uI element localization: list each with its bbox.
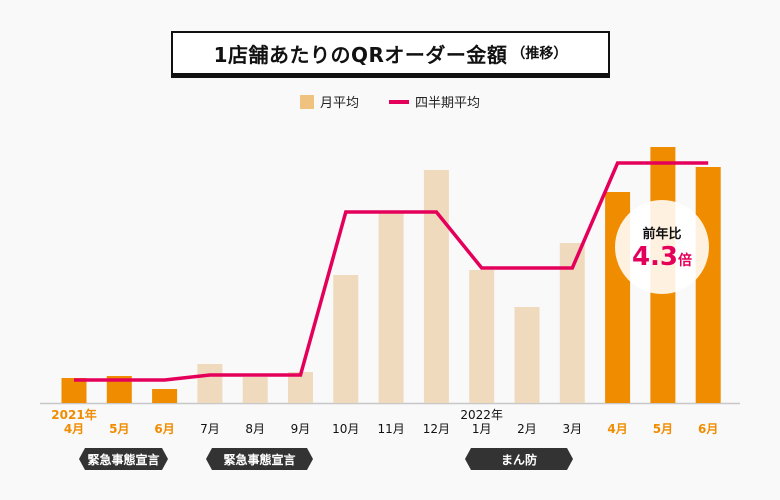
callout-unit: 倍 xyxy=(678,252,693,269)
x-label: 4月 xyxy=(607,422,628,436)
legend-label-monthly: 月平均 xyxy=(319,96,359,111)
line-swatch-icon xyxy=(389,99,409,104)
callout-value-wrap: 4.3倍 xyxy=(632,242,692,272)
title-main: 1店舗あたりのQRオーダー金額 xyxy=(213,42,508,67)
x-label: 8月 xyxy=(245,422,265,436)
quarterly-average-line xyxy=(74,161,709,382)
x-label: 5月 xyxy=(109,422,130,436)
bar-9 xyxy=(469,270,495,403)
x-label: 10月 xyxy=(332,422,360,436)
title-sub: （推移） xyxy=(511,46,568,62)
x-label: 2月 xyxy=(517,422,537,436)
x-label: 2022年 1月 xyxy=(460,408,503,436)
bar-10 xyxy=(514,307,540,403)
legend-item-monthly: 月平均 xyxy=(299,92,359,111)
callout-label: 前年比 xyxy=(642,226,682,242)
x-label: 6月 xyxy=(698,422,719,436)
bar-7 xyxy=(378,213,404,403)
chart-title: 1店舗あたりのQRオーダー金額 （推移） xyxy=(171,31,610,75)
x-label: 9月 xyxy=(290,422,311,436)
event-badge: まん防 xyxy=(465,448,573,470)
event-badge: 緊急事態宣言 xyxy=(79,448,168,470)
x-label: 2021年 4月 xyxy=(51,408,97,436)
x-label: 12月 xyxy=(422,422,451,436)
x-label: 6月 xyxy=(154,422,175,436)
bar-6 xyxy=(333,275,359,403)
bar-0 xyxy=(61,378,87,403)
bar-8 xyxy=(423,170,449,403)
x-label: 11月 xyxy=(377,422,405,436)
bar-14 xyxy=(695,167,721,403)
legend-item-quarterly: 四半期平均 xyxy=(389,92,480,111)
bar-5 xyxy=(288,372,313,403)
callout-value: 4.3 xyxy=(631,241,679,272)
yoy-callout: 前年比 4.3倍 xyxy=(615,200,709,294)
event-badge: 緊急事態宣言 xyxy=(206,448,313,470)
legend-label-quarterly: 四半期平均 xyxy=(415,96,481,111)
x-label: 3月 xyxy=(562,422,583,436)
x-label: 7月 xyxy=(200,422,220,436)
bar-3 xyxy=(197,364,223,403)
bar-2 xyxy=(152,389,178,403)
x-label: 5月 xyxy=(652,422,674,436)
bar-4 xyxy=(242,377,268,403)
bar-swatch-icon xyxy=(299,94,314,109)
legend: 月平均 四半期平均 xyxy=(0,92,780,111)
